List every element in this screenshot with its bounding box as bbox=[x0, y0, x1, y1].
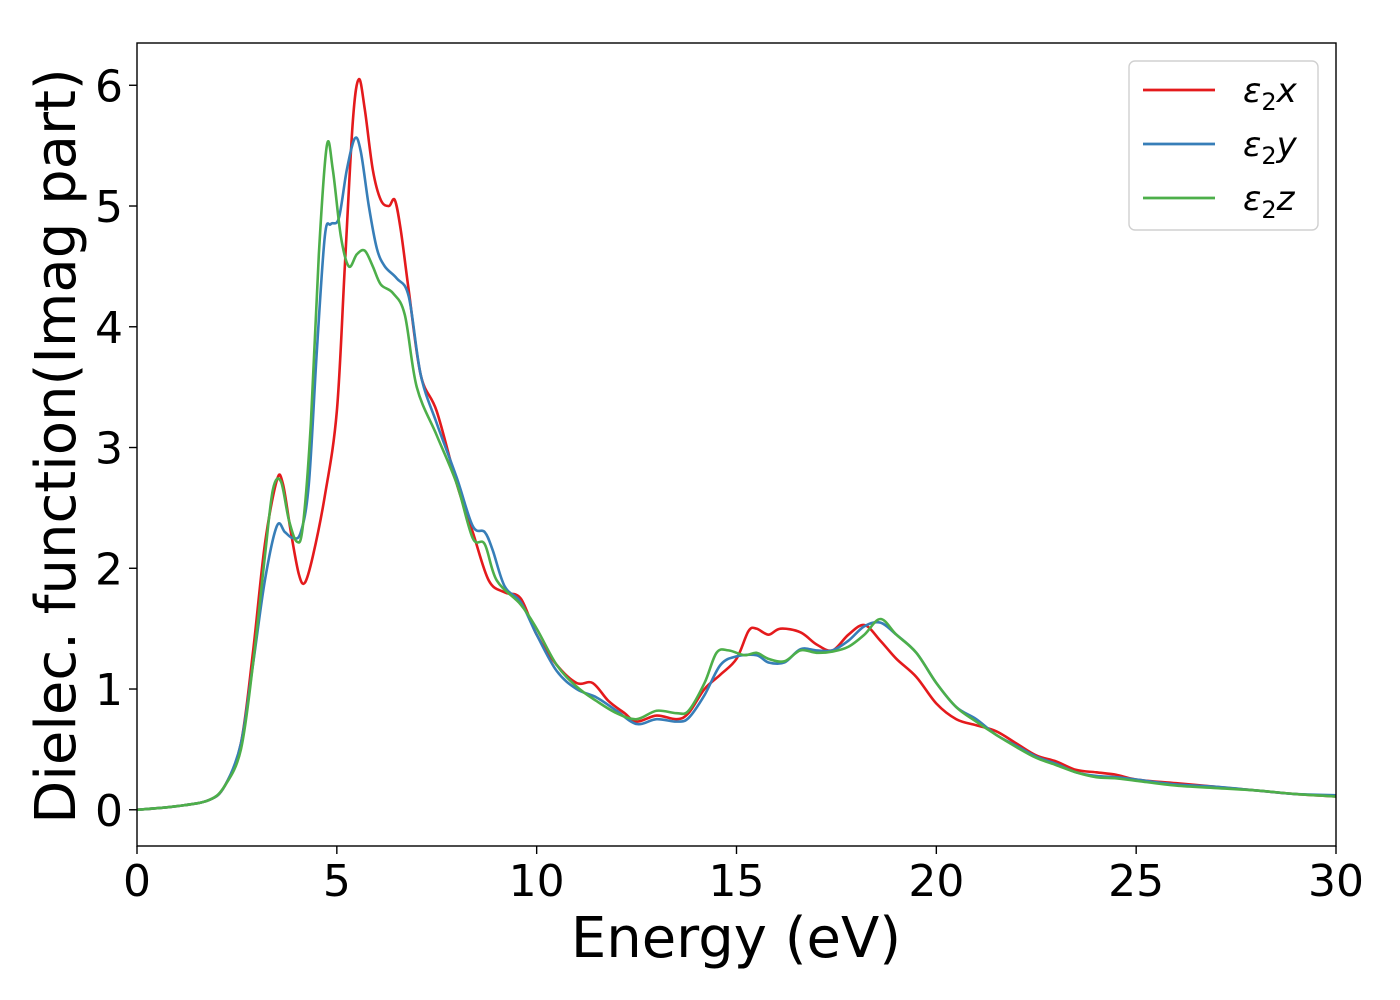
x-tick-label: 25 bbox=[1108, 856, 1164, 907]
series-layer bbox=[136, 77, 1337, 812]
x-tick-label: 5 bbox=[323, 856, 351, 907]
x-tick-label: 0 bbox=[123, 856, 151, 907]
x-tick-label: 15 bbox=[709, 856, 765, 907]
x-tick-label: 10 bbox=[509, 856, 565, 907]
x-tick-label: 30 bbox=[1308, 856, 1364, 907]
legend-label-x: ε2x bbox=[1243, 71, 1298, 116]
legend-box bbox=[1128, 60, 1319, 231]
series-line-z bbox=[136, 140, 1337, 812]
legend-label-y: ε2y bbox=[1243, 125, 1298, 170]
y-axis: 0 1 2 3 4 5 6 bbox=[95, 61, 137, 837]
x-axis: 0 5 10 15 20 25 30 bbox=[123, 846, 1364, 907]
x-tick-label: 20 bbox=[908, 856, 964, 907]
y-tick-label: 3 bbox=[95, 424, 123, 475]
legend: ε2x ε2y ε2z bbox=[1128, 60, 1319, 231]
y-axis-label: Dielec. function(Imag part) bbox=[24, 68, 89, 824]
y-tick-label: 2 bbox=[95, 544, 123, 595]
y-tick-label: 5 bbox=[95, 182, 123, 233]
legend-label-z: ε2z bbox=[1243, 179, 1296, 224]
y-tick-label: 0 bbox=[95, 786, 123, 837]
y-tick-label: 6 bbox=[95, 61, 123, 112]
y-tick-label: 1 bbox=[95, 665, 123, 716]
x-axis-label: Energy (eV) bbox=[571, 906, 901, 971]
y-tick-label: 4 bbox=[95, 303, 123, 354]
